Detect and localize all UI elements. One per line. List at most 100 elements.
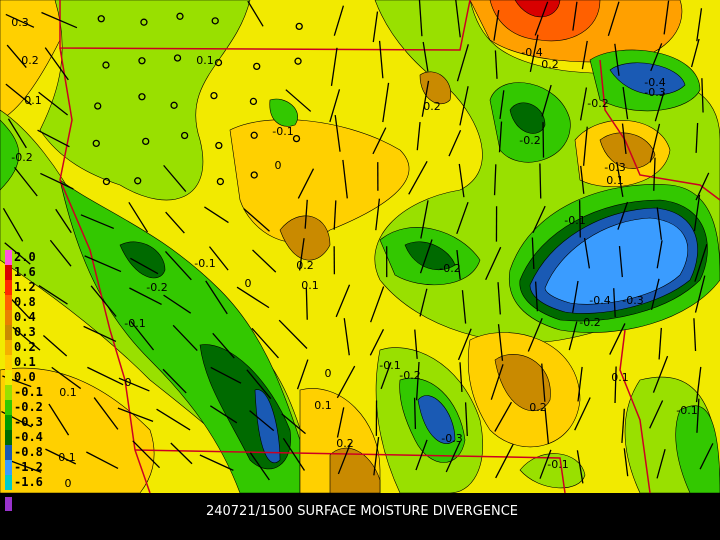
wind-barb — [414, 329, 418, 359]
wind-barb — [93, 397, 119, 430]
wind-barb — [210, 366, 242, 384]
wind-barb — [342, 159, 348, 199]
contour-label: 0 — [275, 159, 282, 172]
wind-barb — [243, 208, 270, 232]
wind-barb — [80, 214, 115, 230]
wind-barb — [693, 194, 701, 232]
wind-barb — [38, 91, 69, 116]
legend-swatch — [5, 475, 12, 490]
calm-marker — [180, 131, 189, 140]
wind-barb — [649, 123, 661, 163]
wind-barb — [572, 280, 579, 313]
wind-barb — [128, 201, 149, 233]
calm-marker — [142, 137, 150, 146]
wind-barb — [663, 0, 670, 35]
legend-label: -0.8 — [14, 445, 43, 459]
wind-barb — [622, 86, 629, 120]
contour-label: 0.2 — [21, 54, 39, 67]
wind-barb — [90, 285, 117, 317]
contour-label: 0.3 — [11, 16, 29, 29]
wind-barb — [656, 240, 663, 269]
wind-barb — [45, 448, 77, 465]
wind-barb — [583, 237, 591, 269]
wind-barb — [9, 460, 42, 473]
wind-barb — [582, 126, 588, 166]
wind-barb — [129, 287, 162, 305]
caption: 240721/1500 SURFACE MOISTURE DIVERGENCE — [206, 504, 518, 519]
wind-barb — [581, 40, 588, 70]
wind-barb — [4, 242, 31, 265]
legend-swatch — [5, 460, 12, 475]
calm-marker — [173, 54, 182, 62]
wind-barb — [650, 43, 663, 72]
wind-barb — [7, 118, 27, 149]
wind-barb — [695, 122, 699, 153]
wind-barb — [694, 243, 708, 282]
calm-marker — [215, 141, 223, 150]
calm-marker — [250, 171, 258, 179]
wind-barb — [5, 83, 32, 106]
wind-barb — [372, 127, 387, 155]
legend-label: -0.3 — [14, 415, 43, 429]
wind-barb — [534, 281, 539, 312]
calm-marker — [138, 57, 146, 65]
contour-labels: 0.30.20.1-0.20.1-0.100.2-0.40.2-0.4-0.3-… — [11, 16, 697, 490]
contour-label: 0.2 — [529, 401, 547, 414]
wind-barb — [285, 89, 312, 112]
wind-barb — [236, 286, 270, 309]
wind-barb — [614, 43, 620, 76]
wind-barb — [420, 200, 429, 239]
legend-swatch — [5, 355, 12, 370]
calm-marker — [138, 93, 146, 101]
wind-barb — [51, 366, 82, 390]
calm-marker — [97, 15, 105, 23]
wind-barb — [5, 13, 35, 28]
wind-barb — [212, 332, 235, 359]
contour-label: 0 — [245, 277, 252, 290]
wind-barb — [130, 257, 159, 275]
wind-barb — [55, 208, 72, 234]
wind-barb — [251, 327, 279, 359]
wind-barb — [40, 172, 74, 190]
wind-barb — [337, 442, 352, 475]
wind-barb — [650, 278, 660, 310]
contour-label: 0.1 — [24, 94, 42, 107]
wind-barb — [42, 335, 68, 357]
wind-barb — [544, 407, 550, 445]
wind-barb — [44, 47, 69, 81]
wind-barb — [422, 41, 429, 72]
legend-label: -0.4 — [14, 430, 43, 444]
legend-swatch — [5, 325, 12, 340]
wind-barb — [132, 440, 161, 469]
wind-barb — [209, 405, 238, 424]
contour-label: -0.2 — [579, 316, 600, 329]
contour-label: -0.3 — [644, 86, 665, 99]
wind-barb — [494, 401, 513, 432]
wind-barb — [329, 89, 341, 123]
wind-barb — [296, 359, 309, 390]
wind-barb — [252, 249, 277, 273]
wind-barb — [298, 238, 305, 271]
wind-barb — [163, 294, 192, 314]
wind-barb — [534, 1, 549, 36]
wind-barb — [247, 0, 264, 27]
legend-swatch — [5, 400, 12, 415]
wind-barb — [576, 450, 584, 484]
wind-barb — [84, 255, 122, 273]
calm-marker — [249, 97, 258, 106]
legend-label: 0.1 — [14, 355, 36, 369]
calm-marker — [216, 177, 225, 186]
wind-barb — [617, 201, 629, 230]
wind-barb — [568, 321, 578, 351]
wind-barb — [172, 324, 198, 352]
wind-barb — [208, 246, 229, 271]
legend-label: -1.2 — [14, 460, 43, 474]
calm-marker — [211, 17, 219, 25]
contour-label: -0.1 — [272, 125, 293, 138]
wind-barb — [541, 363, 546, 402]
wind-barb — [654, 92, 665, 122]
contour-label: 0.1 — [196, 54, 214, 67]
wind-barb — [416, 121, 421, 151]
legend-label: 1.2 — [14, 280, 36, 294]
